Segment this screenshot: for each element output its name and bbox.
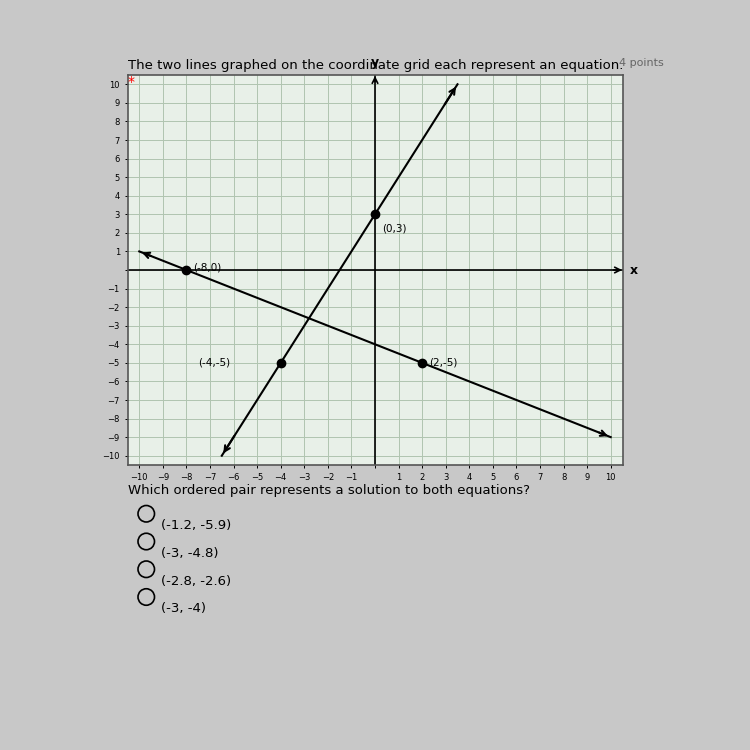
Text: (-2.8, -2.6): (-2.8, -2.6): [161, 574, 231, 587]
Text: (2,-5): (2,-5): [429, 357, 457, 368]
Text: (0,3): (0,3): [382, 224, 406, 233]
Text: (-4,-5): (-4,-5): [198, 357, 230, 368]
Text: *: *: [128, 75, 134, 89]
Text: (-8,0): (-8,0): [194, 262, 222, 272]
Text: y: y: [371, 56, 379, 70]
Text: Which ordered pair represents a solution to both equations?: Which ordered pair represents a solution…: [128, 484, 530, 496]
Text: (-3, -4): (-3, -4): [161, 602, 206, 615]
Text: 4 points: 4 points: [619, 58, 664, 68]
Text: The two lines graphed on the coordinate grid each represent an equation.: The two lines graphed on the coordinate …: [128, 58, 622, 71]
Text: (-1.2, -5.9): (-1.2, -5.9): [161, 519, 232, 532]
Text: (-3, -4.8): (-3, -4.8): [161, 547, 219, 560]
Text: x: x: [629, 263, 638, 277]
